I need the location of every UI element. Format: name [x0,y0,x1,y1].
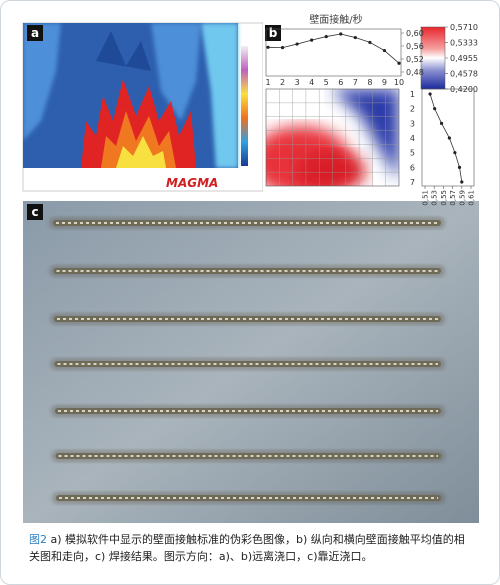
colorbar-label: 0,4578 [450,69,478,78]
x-tick-label: 9 [382,78,387,87]
weld-bead [54,361,441,367]
weld-bead [56,495,441,501]
x-tick-label: 2 [280,78,285,87]
heatmap-frame [265,88,400,187]
weld-bead [55,408,441,414]
weld-bead [54,316,441,322]
y-tick-label: 5 [410,149,415,158]
y-tick-label: 2 [410,105,415,114]
point [310,38,314,42]
y-tick-label: 7 [410,178,415,187]
x-tick-label: 3 [295,78,300,87]
point [353,35,357,40]
line [267,33,400,64]
y-tick-label: 1 [410,90,415,99]
x-tick-label: 0,51 [422,190,430,206]
x-tick-label: 0,59 [458,190,466,206]
point [368,40,372,45]
colorbar-label: 0,5333 [450,38,478,47]
chart-title: 壁面接触/秒 [309,13,362,26]
point [439,121,444,125]
y-tick-label: 0,48 [406,68,424,77]
y-tick-label: 3 [410,119,415,128]
x-tick-label: 8 [367,78,372,87]
logo: MAGMA [166,176,218,190]
colorbar-label: 0,5710 [450,23,478,32]
y-tick-label: 4 [410,134,415,143]
point [457,165,462,169]
caption-label: 图2 [29,533,47,546]
panel-label: b [269,26,278,40]
caption: 图2 a) 模拟软件中显示的壁面接触标准的伪彩色图像，b) 纵向和横向壁面接触平… [29,531,475,565]
weld-bead [53,220,441,226]
point [382,48,387,53]
point [453,151,457,155]
x-tick-label: 4 [309,78,314,87]
weld-bead [55,453,441,459]
x-tick-label: 7 [353,78,358,87]
x-tick-label: 5 [324,78,329,87]
y-tick-label: 0,56 [406,42,424,51]
panel-label-box [27,204,43,220]
y-tick-label: 0,52 [406,55,424,64]
plot-frame [265,28,402,77]
simulation-image [23,23,238,168]
y-tick-label: 0,60 [406,29,424,38]
weld-lines [49,217,445,504]
x-tick-label: 6 [338,78,343,87]
point [428,92,432,96]
panel-label: a [31,26,39,40]
point [447,136,451,140]
panel-label: c [31,205,38,219]
point [460,180,464,184]
colorbar-b [420,26,446,90]
point [280,46,285,50]
x-tick-label: 10 [394,78,404,87]
colorbar-a [241,46,248,166]
panel-label-box [27,25,43,41]
colorbar-label: 0,4200 [450,85,478,94]
plot-frame [421,88,475,187]
point [266,45,270,49]
x-tick-label: 0,53 [431,190,439,206]
x-tick-label: 1 [265,78,270,87]
caption-text: a) 模拟软件中显示的壁面接触标准的伪彩色图像，b) 纵向和横向壁面接触平均值的… [29,533,465,563]
x-tick-label: 0,55 [440,190,448,206]
colorbar-label: 0,4955 [450,54,478,63]
x-tick-label: 0,57 [449,190,457,206]
point [433,107,437,111]
point [339,32,343,36]
y-tick-label: 6 [410,163,415,172]
x-tick-label: 0,61 [468,190,476,206]
weld-bead [53,268,441,274]
figure-panels: MAGMA a 壁面接触/秒 b c 0,600,560,520,481 2 3 4 5… [22,13,479,523]
heatmap-fill [266,89,399,186]
point [397,61,401,65]
point [295,42,299,46]
point [324,34,328,39]
